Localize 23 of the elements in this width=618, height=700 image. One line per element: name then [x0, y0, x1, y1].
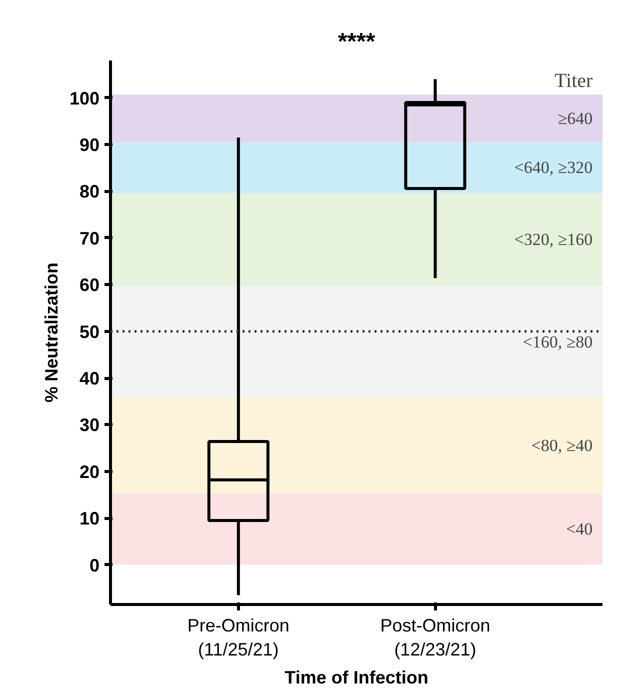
- y-tick-label: 60: [79, 275, 100, 296]
- y-tick-label: 10: [79, 508, 100, 529]
- y-tick-label: 0: [89, 555, 100, 576]
- y-axis-title: % Neutralization: [41, 262, 62, 403]
- y-tick-label: 50: [79, 322, 100, 342]
- y-tick-label: 40: [79, 368, 100, 389]
- x-axis-title: Time of Infection: [284, 668, 428, 688]
- x-tick-label: Pre-Omicron (11/25/21): [187, 616, 290, 660]
- band-label: <640, ≥320: [514, 158, 593, 178]
- annotation: Titer: [554, 70, 593, 92]
- y-tick-label: 70: [79, 228, 100, 248]
- y-tick-label: 100: [69, 88, 100, 108]
- y-tick-label: 30: [79, 415, 100, 436]
- band-label: <80, ≥40: [531, 436, 593, 456]
- band-label: <160, ≥80: [522, 332, 593, 352]
- band-label: ≥640: [558, 108, 593, 128]
- band-label: <320, ≥160: [514, 230, 593, 250]
- y-tick-label: 80: [79, 182, 100, 202]
- chart-title: ****: [338, 28, 376, 56]
- y-tick-label: 20: [79, 462, 100, 482]
- y-tick-label: 90: [79, 135, 100, 156]
- x-tick-label: Post-Omicron (12/23/21): [380, 616, 490, 660]
- band-label: <40: [566, 520, 593, 539]
